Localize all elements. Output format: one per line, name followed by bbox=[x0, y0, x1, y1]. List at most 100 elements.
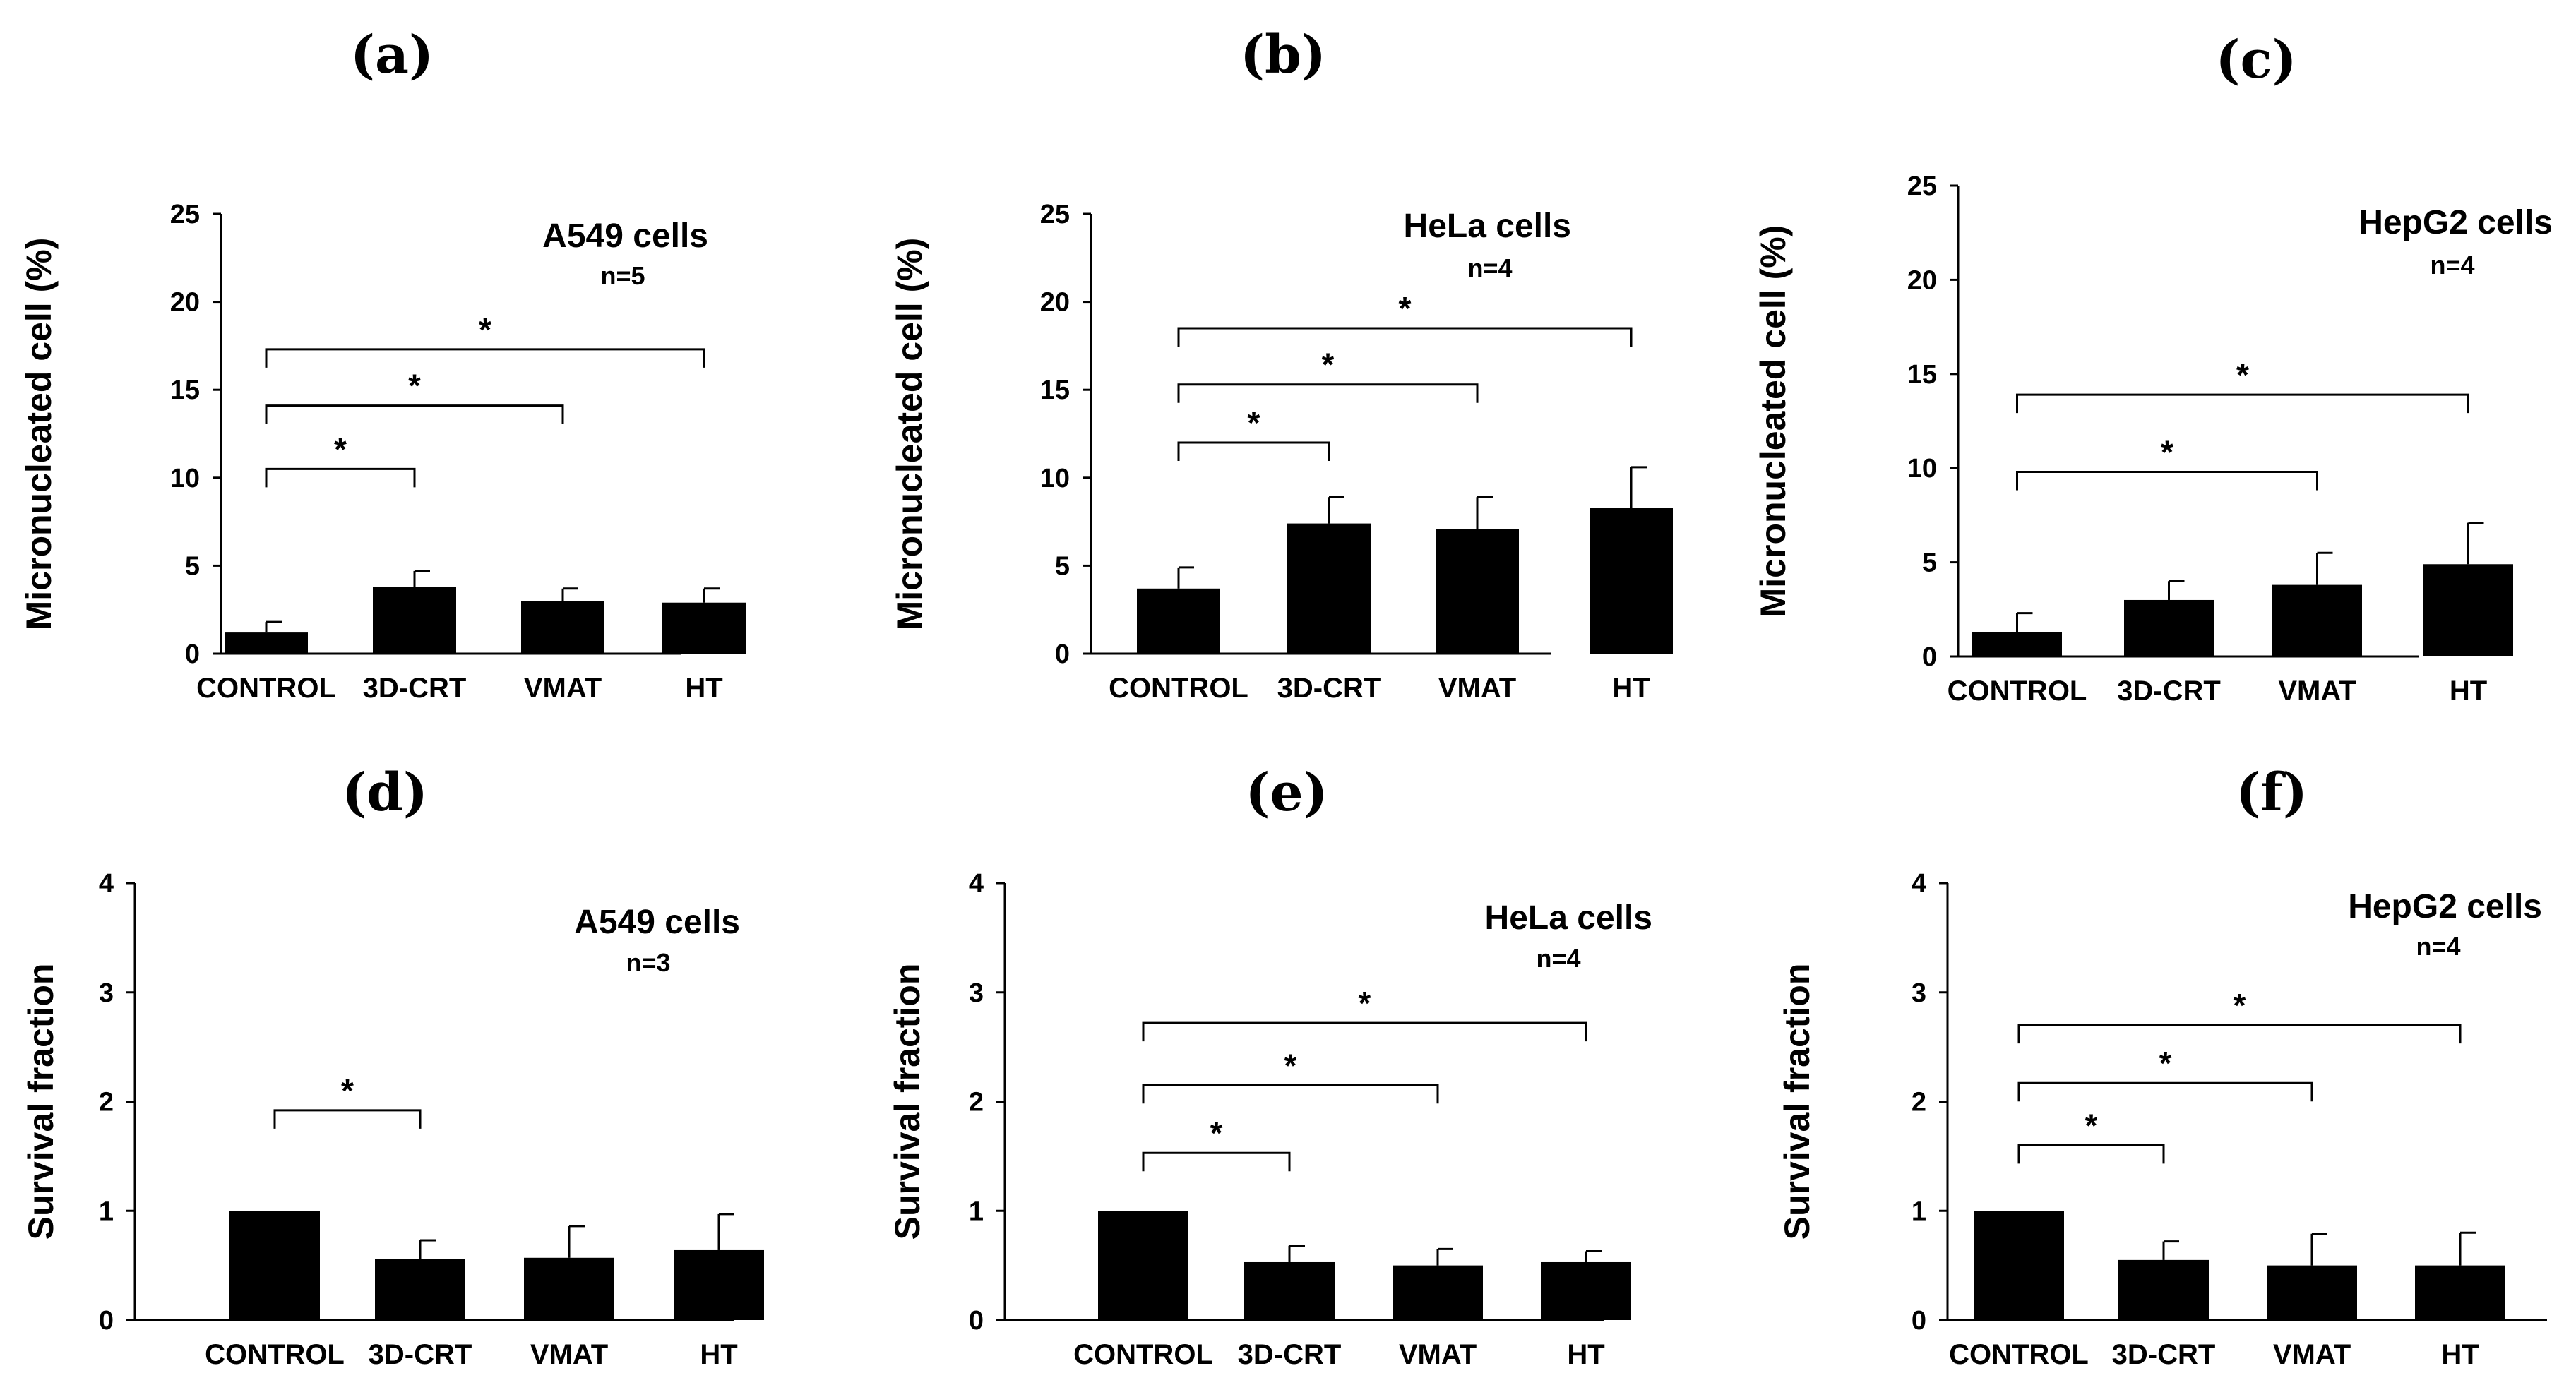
panel-letter: (d) bbox=[342, 762, 428, 823]
x-tick-label: CONTROL bbox=[1109, 673, 1248, 704]
y-tick-label: 10 bbox=[170, 464, 200, 493]
y-tick-label: 4 bbox=[99, 869, 114, 899]
significance-star: * bbox=[1399, 290, 1412, 327]
y-tick-label: 5 bbox=[1055, 551, 1070, 581]
sample-size-label: n=4 bbox=[1467, 253, 1512, 282]
chart-panel-3: (c) 0 5 10 15 20 25 Micronucleated cell (%) CONT… bbox=[1753, 30, 2553, 707]
y-axis-label: Micronucleated cell (%) bbox=[890, 238, 929, 630]
bar-vmat bbox=[521, 601, 604, 654]
y-tick-label: 20 bbox=[1040, 288, 1070, 318]
bar-ht bbox=[674, 1249, 764, 1320]
significance-bracket bbox=[1177, 383, 1479, 403]
significance-bracket bbox=[2017, 1024, 2462, 1044]
y-tick-label: 0 bbox=[1055, 640, 1070, 669]
bar-3d-crt bbox=[375, 1259, 465, 1320]
bar-3d-crt bbox=[2118, 1259, 2209, 1320]
y-tick-label: 2 bbox=[969, 1088, 984, 1117]
significance-bracket bbox=[265, 404, 564, 424]
y-tick-label: 1 bbox=[1912, 1197, 1926, 1226]
bar-ht bbox=[2423, 564, 2513, 656]
y-tick-label: 2 bbox=[1912, 1088, 1926, 1117]
y-tick-label: 15 bbox=[1907, 360, 1937, 390]
y-tick-label: 15 bbox=[1040, 376, 1070, 405]
cell-line-title: HepG2 cells bbox=[2359, 204, 2553, 241]
x-tick-label: VMAT bbox=[2273, 1339, 2351, 1370]
panel-letter: (e) bbox=[1245, 762, 1328, 823]
x-tick-label: VMAT bbox=[1438, 673, 1516, 704]
x-tick-label: CONTROL bbox=[1948, 676, 2087, 707]
significance-star: * bbox=[341, 1072, 354, 1109]
x-tick-label: 3D-CRT bbox=[1238, 1339, 1342, 1370]
bar-ht bbox=[1541, 1261, 1631, 1320]
significance-bracket bbox=[2016, 471, 2318, 491]
y-axis-label: Micronucleated cell (%) bbox=[1753, 225, 1793, 618]
x-tick-label: 3D-CRT bbox=[1277, 673, 1381, 704]
significance-star: * bbox=[479, 311, 491, 348]
significance-bracket bbox=[273, 1109, 422, 1129]
significance-star: * bbox=[2236, 356, 2249, 393]
bar-3d-crt bbox=[373, 587, 456, 654]
bar-3d-crt bbox=[1244, 1261, 1335, 1320]
bar-control bbox=[1137, 588, 1220, 654]
x-tick-label: VMAT bbox=[2278, 676, 2356, 707]
y-tick-label: 1 bbox=[969, 1197, 984, 1226]
x-tick-label: 3D-CRT bbox=[369, 1339, 472, 1370]
panel-letter: (a) bbox=[350, 25, 434, 85]
y-axis-label: Survival fraction bbox=[1777, 964, 1817, 1240]
bar-vmat bbox=[2267, 1265, 2357, 1320]
x-tick-label: CONTROL bbox=[196, 673, 336, 704]
cell-line-title: A549 cells bbox=[542, 217, 708, 255]
significance-star: * bbox=[1359, 985, 1371, 1021]
sample-size-label: n=5 bbox=[600, 261, 645, 290]
significance-bracket bbox=[2017, 1081, 2313, 1102]
bar-vmat bbox=[1436, 529, 1519, 654]
chart-panel-1: (a) 0 5 10 15 20 25 Micronucleated cell (%) CONT… bbox=[19, 25, 746, 704]
significance-bracket bbox=[2017, 1144, 2165, 1164]
y-tick-label: 3 bbox=[1912, 978, 1926, 1008]
significance-star: * bbox=[1210, 1115, 1223, 1151]
bar-ht bbox=[2415, 1265, 2505, 1320]
bar-vmat bbox=[1393, 1265, 1483, 1320]
y-tick-label: 5 bbox=[1922, 548, 1937, 578]
bar-control bbox=[1098, 1211, 1188, 1320]
bar-control bbox=[229, 1211, 320, 1320]
y-tick-label: 2 bbox=[99, 1088, 114, 1117]
y-axis-label: Survival fraction bbox=[21, 964, 61, 1240]
bar-3d-crt bbox=[2124, 599, 2214, 656]
sample-size-label: n=4 bbox=[1536, 944, 1580, 973]
y-tick-label: 10 bbox=[1040, 464, 1070, 493]
panel-letter: (b) bbox=[1240, 25, 1326, 85]
x-tick-label: CONTROL bbox=[1949, 1339, 2089, 1370]
panel-letter: (f) bbox=[2236, 762, 2308, 823]
sample-size-label: n=3 bbox=[626, 948, 670, 977]
y-tick-label: 0 bbox=[1922, 642, 1937, 672]
bar-vmat bbox=[2272, 584, 2362, 656]
significance-bracket bbox=[1177, 327, 1633, 347]
significance-star: * bbox=[334, 431, 347, 467]
y-tick-label: 4 bbox=[969, 869, 984, 899]
y-tick-label: 0 bbox=[99, 1306, 114, 1336]
cell-line-title: A549 cells bbox=[574, 904, 740, 941]
y-tick-label: 20 bbox=[1907, 265, 1937, 295]
significance-bracket bbox=[265, 348, 705, 368]
y-tick-label: 3 bbox=[99, 978, 114, 1008]
cell-line-title: HeLa cells bbox=[1485, 899, 1652, 937]
bar-vmat bbox=[524, 1257, 614, 1320]
significance-bracket bbox=[2016, 393, 2469, 414]
x-tick-label: CONTROL bbox=[205, 1339, 345, 1370]
cell-line-title: HepG2 cells bbox=[2348, 888, 2542, 925]
y-axis-label: Survival fraction bbox=[888, 964, 927, 1240]
significance-star: * bbox=[408, 368, 421, 404]
y-tick-label: 3 bbox=[969, 978, 984, 1008]
significance-bracket bbox=[1142, 1084, 1439, 1104]
x-tick-label: 3D-CRT bbox=[2117, 676, 2221, 707]
bar-control bbox=[225, 632, 308, 654]
y-tick-label: 15 bbox=[170, 376, 200, 405]
panel-letter: (c) bbox=[2215, 30, 2296, 90]
significance-bracket bbox=[1142, 1151, 1291, 1172]
y-tick-label: 25 bbox=[1907, 172, 1937, 201]
bar-control bbox=[1974, 1211, 2064, 1320]
y-tick-label: 0 bbox=[969, 1306, 984, 1336]
significance-star: * bbox=[2234, 987, 2246, 1024]
chart-panel-4: (d) 0 1 2 3 4 Survival fraction CONTROL 3D-CRT VM… bbox=[21, 762, 764, 1370]
